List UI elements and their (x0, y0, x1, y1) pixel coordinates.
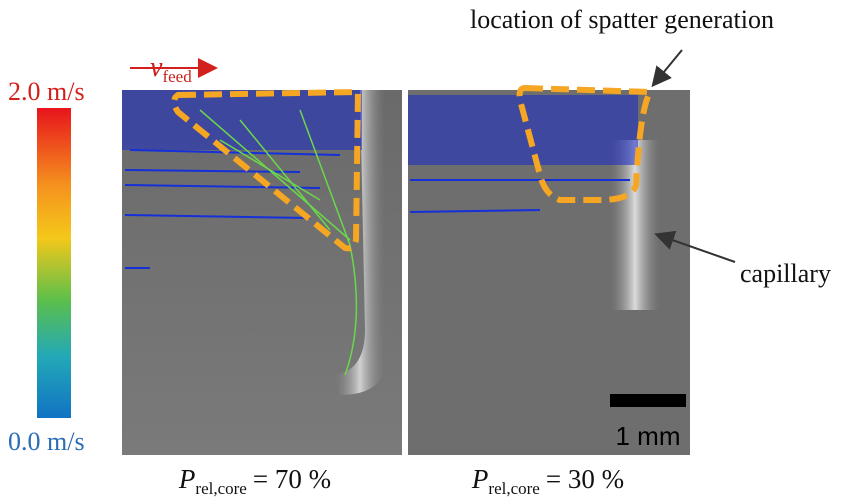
spatter-annotation: location of spatter generation (470, 5, 774, 34)
scale-bar-label: 1 mm (616, 421, 681, 451)
panel-label: Prel,core = 70 % (178, 464, 331, 498)
annotation-arrow (651, 49, 683, 88)
left-panel (122, 88, 402, 455)
capillary-annotation: capillary (740, 259, 831, 288)
colorbar-max: 2.0 m/s (8, 77, 85, 106)
right-panel: 1 mm (408, 84, 690, 455)
panel-label: Prel,core = 30 % (471, 464, 624, 498)
colorbar (37, 108, 71, 418)
capillary-arrow (654, 230, 736, 263)
colorbar-min: 0.0 m/s (8, 427, 85, 456)
